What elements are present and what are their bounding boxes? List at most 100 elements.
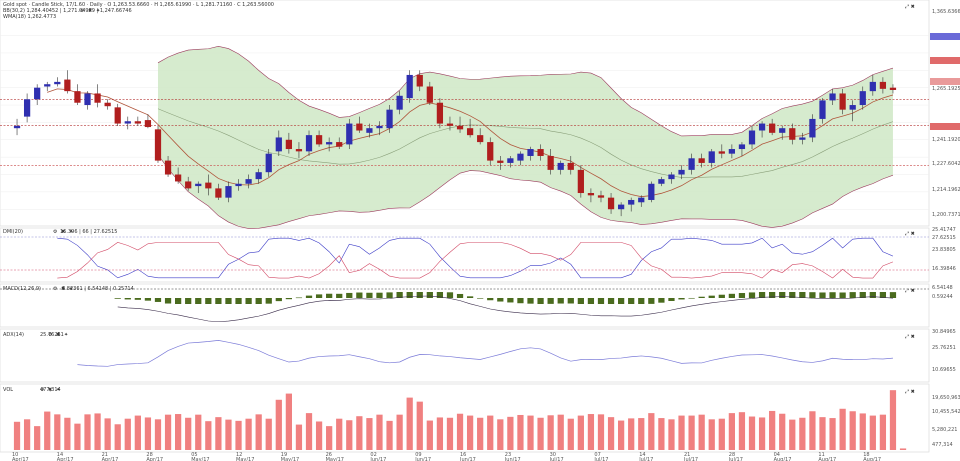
volume-axis-label: 5,280,221 [932, 427, 957, 433]
volume-bar [164, 414, 172, 450]
volume-bar [366, 418, 373, 450]
candle-body [738, 144, 746, 150]
macd-bar [668, 298, 675, 302]
volume-bar [547, 415, 554, 450]
candle-body [225, 186, 232, 198]
candle-body [477, 135, 484, 143]
x-axis-month: Jul/17 [728, 457, 743, 461]
volume-bar [215, 417, 222, 450]
panel-backgrounds [0, 0, 930, 453]
candle-body [44, 84, 51, 87]
candle-body [255, 172, 262, 180]
volume-bar [175, 414, 182, 450]
volume-bar [124, 418, 131, 450]
macd-bar [487, 298, 494, 301]
header-line-2: BB(30,2) 1,284.40452 | 1,271.04979 | 1,2… [3, 8, 132, 14]
candle-body [597, 195, 605, 198]
macd-bar [638, 298, 645, 304]
panel-control-icon: ⚙ [80, 8, 85, 14]
candle-body [13, 125, 21, 129]
dmi-axis-label: 25.41747 [932, 227, 956, 233]
macd-bar [456, 293, 464, 298]
panel-control-icon: ⚙ [53, 286, 58, 292]
volume-bar [44, 411, 51, 450]
vol-values: 477,314 [40, 387, 61, 393]
x-axis-day: 26 [326, 452, 332, 458]
volume-bar [497, 419, 504, 450]
macd-bar [265, 298, 272, 304]
candle-body [285, 139, 292, 150]
x-axis-day: 14 [639, 452, 645, 458]
candle-body [718, 151, 725, 154]
macd-bar [406, 292, 413, 298]
settings-icon: ⤢ ✖ [905, 4, 915, 10]
macd-bar [497, 298, 504, 302]
dmi-axis-label: 23.83805 [932, 247, 956, 253]
candle-body [416, 74, 423, 87]
macd-bar [326, 293, 333, 298]
macd-bar [185, 298, 192, 304]
candle-body [628, 199, 635, 205]
macd-line [117, 295, 893, 323]
macd-bar [205, 298, 212, 304]
bollinger-lower [157, 154, 894, 229]
panel-control-icon: ✦ [69, 286, 73, 292]
dmi-minus-line [57, 242, 894, 279]
candle-body [507, 158, 514, 163]
panel-control-icon: ✖ [61, 229, 65, 235]
volume-bars [13, 390, 907, 450]
volume-bar [305, 413, 313, 450]
x-axis-day: 07 [594, 452, 600, 458]
candle-body [587, 193, 595, 196]
macd-bar [889, 292, 897, 298]
volume-bar [13, 421, 21, 450]
macd-bar [295, 297, 303, 299]
panel-frame-3 [0, 328, 930, 383]
macd-bar [678, 298, 685, 300]
candle-body [497, 160, 504, 163]
volume-bar [84, 414, 91, 450]
x-axis-day: 28 [146, 452, 152, 458]
candle-body [618, 204, 625, 210]
volume-bar [235, 420, 242, 450]
dmi-axis-label: 27.62515 [932, 235, 956, 241]
panel-control-icon: ⚙ [40, 387, 45, 393]
candle-body [638, 197, 645, 203]
volume-bar [537, 417, 544, 450]
volume-bar [74, 423, 81, 450]
candle-body [386, 109, 393, 129]
macd-bar [376, 292, 383, 298]
candle-body [527, 149, 534, 156]
volume-bar [879, 414, 887, 450]
candle-body [144, 120, 152, 128]
candle-body [537, 149, 544, 156]
volume-bar [396, 414, 403, 450]
expand-icon: ⤢ ✖ [905, 288, 915, 294]
panel-frame-2 [0, 283, 930, 328]
panel-control-icon: ✦ [64, 332, 68, 338]
price-axis-label: 1,200.73711 [932, 212, 960, 218]
x-axis-month: May/17 [191, 457, 209, 461]
macd-bar [628, 298, 635, 304]
candle-body [769, 123, 776, 133]
volume-bar [346, 420, 353, 450]
candle-body [235, 183, 242, 187]
candle-body [839, 93, 846, 110]
volume-bar [607, 417, 615, 450]
volume-bar [386, 420, 393, 450]
x-axis-month: Apr/17 [57, 457, 74, 461]
volume-bar [738, 412, 746, 450]
expand-icon: ⤢ ✖ [905, 231, 915, 237]
x-axis-day: 09 [415, 452, 421, 458]
candle-body [648, 183, 655, 200]
macd-bar [124, 298, 131, 300]
panel-control-icon: ✦ [96, 8, 100, 14]
candle-body [879, 81, 887, 89]
candle-body [557, 162, 564, 170]
volume-bar [789, 419, 796, 450]
macd-bar [315, 294, 323, 298]
macd-bar [255, 298, 262, 304]
candle-body [164, 160, 172, 175]
x-axis-month: Aug/17 [818, 457, 836, 461]
candle-body [396, 95, 403, 110]
